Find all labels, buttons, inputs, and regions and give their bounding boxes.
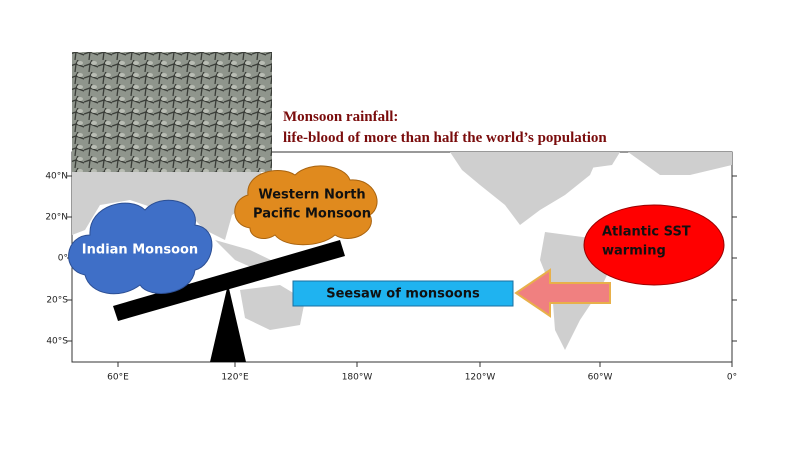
wnp-cloud	[234, 165, 378, 246]
title-line: life-blood of more than half the world’s…	[283, 130, 607, 146]
atlantic-label: Atlantic SST	[602, 225, 691, 240]
atlantic-ellipse	[583, 204, 725, 286]
lon-label: 120°E	[221, 373, 249, 383]
fulcrum	[210, 284, 246, 362]
lon-label: 0°	[727, 373, 737, 383]
atlantic-label: warming	[602, 244, 666, 259]
axis-ticks: 40°N 20°N 0° 20°S 40°S 60°E 120°E 180°W 120°W 60°…	[45, 172, 737, 383]
lat-label: 20°S	[46, 296, 68, 306]
seesaw-beam	[113, 240, 345, 321]
lat-label: 40°N	[45, 172, 68, 182]
arrow	[514, 268, 611, 318]
title-line: Monsoon rainfall:	[283, 109, 398, 125]
lon-label: 60°W	[588, 373, 613, 383]
lat-label: 20°N	[45, 213, 68, 223]
seesaw-box	[292, 280, 514, 307]
wnp-label: Pacific Monsoon	[253, 207, 371, 222]
lon-label: 60°E	[107, 373, 129, 383]
indian-label: Indian Monsoon	[82, 243, 198, 258]
lat-label: 40°S	[46, 337, 68, 347]
indian-monsoon-cloud	[68, 199, 213, 295]
wnp-label: Western North	[258, 188, 365, 203]
dry-field-photo	[72, 52, 272, 172]
lon-label: 120°W	[465, 373, 496, 383]
lon-label: 180°W	[342, 373, 373, 383]
seesaw-label: Seesaw of monsoons	[326, 287, 480, 302]
lat-label: 0°	[58, 254, 68, 264]
